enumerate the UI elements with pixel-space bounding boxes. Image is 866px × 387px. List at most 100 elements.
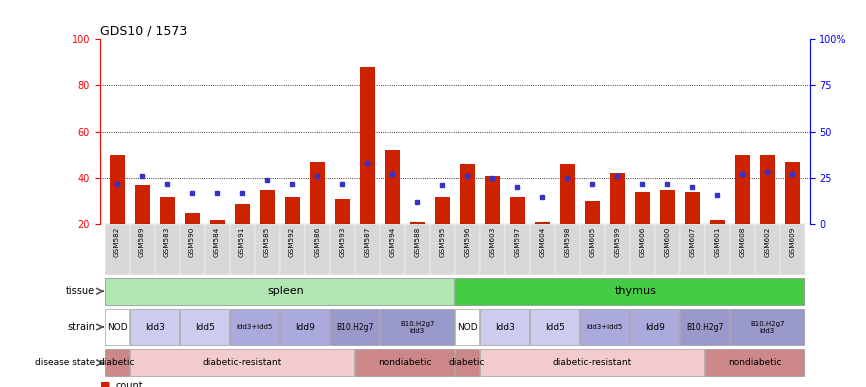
Text: GSM597: GSM597: [514, 227, 520, 257]
Text: diabetic: diabetic: [99, 358, 135, 367]
Bar: [460, 164, 475, 224]
Text: GSM586: GSM586: [314, 227, 320, 257]
Bar: [554, 224, 579, 275]
Text: B10.H2g7
Idd3: B10.H2g7 Idd3: [750, 320, 785, 334]
Text: GSM604: GSM604: [540, 227, 546, 257]
Bar: [305, 224, 330, 275]
Text: Idd3+Idd5: Idd3+Idd5: [236, 324, 273, 330]
Bar: [379, 224, 404, 275]
Bar: [505, 224, 530, 275]
Text: GSM591: GSM591: [239, 227, 245, 257]
Text: GSM585: GSM585: [264, 227, 270, 257]
Text: count: count: [115, 381, 143, 387]
Bar: [310, 162, 325, 224]
Bar: [559, 164, 575, 224]
Bar: [759, 155, 775, 224]
Bar: [280, 224, 305, 275]
Bar: [235, 204, 249, 224]
Bar: [660, 190, 675, 224]
Text: Idd3: Idd3: [145, 322, 165, 332]
Bar: [779, 224, 805, 275]
Bar: [230, 309, 279, 345]
Bar: [456, 278, 805, 305]
Bar: [705, 349, 805, 376]
Bar: [155, 224, 179, 275]
Text: GSM588: GSM588: [414, 227, 420, 257]
Bar: [355, 224, 379, 275]
Bar: [510, 197, 525, 224]
Bar: [680, 224, 705, 275]
Text: GSM601: GSM601: [714, 227, 721, 257]
Bar: [734, 155, 750, 224]
Bar: [330, 224, 355, 275]
Bar: [105, 309, 129, 345]
Bar: [530, 309, 579, 345]
Text: GSM587: GSM587: [364, 227, 370, 257]
Bar: [530, 224, 554, 275]
Text: GSM598: GSM598: [564, 227, 570, 257]
Text: GSM584: GSM584: [214, 227, 220, 257]
Bar: [404, 224, 430, 275]
Bar: [130, 349, 354, 376]
Text: GSM609: GSM609: [789, 227, 795, 257]
Text: strain: strain: [68, 322, 95, 332]
Text: Idd3: Idd3: [494, 322, 514, 332]
Text: GSM589: GSM589: [139, 227, 145, 257]
Text: GSM582: GSM582: [114, 227, 120, 257]
Text: GSM599: GSM599: [614, 227, 620, 257]
Text: B10.H2g7: B10.H2g7: [686, 322, 723, 332]
Text: B10.H2g7
Idd3: B10.H2g7 Idd3: [400, 320, 435, 334]
Text: nondiabetic: nondiabetic: [378, 358, 431, 367]
Text: thymus: thymus: [615, 286, 656, 296]
Bar: [260, 190, 275, 224]
Bar: [105, 349, 129, 376]
Text: B10.H2g7: B10.H2g7: [336, 322, 373, 332]
Bar: [110, 155, 125, 224]
Bar: [435, 197, 449, 224]
Bar: [730, 309, 805, 345]
Text: Idd5: Idd5: [195, 322, 215, 332]
Bar: [355, 349, 454, 376]
Text: GSM590: GSM590: [189, 227, 195, 257]
Text: GDS10 / 1573: GDS10 / 1573: [100, 24, 187, 38]
Text: GSM603: GSM603: [489, 227, 495, 257]
Text: Idd9: Idd9: [645, 322, 664, 332]
Bar: [655, 224, 680, 275]
Bar: [604, 224, 630, 275]
Text: disease state: disease state: [35, 358, 95, 367]
Bar: [785, 162, 799, 224]
Text: Idd9: Idd9: [294, 322, 314, 332]
Text: diabetic-resistant: diabetic-resistant: [203, 358, 281, 367]
Bar: [280, 309, 329, 345]
Bar: [285, 197, 300, 224]
Bar: [229, 224, 255, 275]
Bar: [380, 309, 454, 345]
Text: Idd3+Idd5: Idd3+Idd5: [586, 324, 623, 330]
Text: Idd5: Idd5: [545, 322, 565, 332]
Bar: [480, 309, 529, 345]
Bar: [579, 224, 604, 275]
Bar: [210, 220, 224, 224]
Bar: [385, 150, 399, 224]
Bar: [130, 224, 155, 275]
Text: GSM593: GSM593: [339, 227, 346, 257]
Text: GSM595: GSM595: [439, 227, 445, 257]
Bar: [330, 309, 379, 345]
Bar: [456, 349, 479, 376]
Text: tissue: tissue: [66, 286, 95, 296]
Bar: [685, 192, 700, 224]
Bar: [134, 185, 150, 224]
Text: GSM606: GSM606: [639, 227, 645, 257]
Bar: [630, 309, 679, 345]
Bar: [204, 224, 229, 275]
Bar: [680, 309, 729, 345]
Bar: [359, 67, 375, 224]
Bar: [485, 176, 500, 224]
Text: GSM596: GSM596: [464, 227, 470, 257]
Text: NOD: NOD: [457, 322, 477, 332]
Bar: [456, 309, 479, 345]
Bar: [130, 309, 179, 345]
Text: GSM605: GSM605: [589, 227, 595, 257]
Bar: [184, 213, 199, 224]
Bar: [585, 201, 599, 224]
